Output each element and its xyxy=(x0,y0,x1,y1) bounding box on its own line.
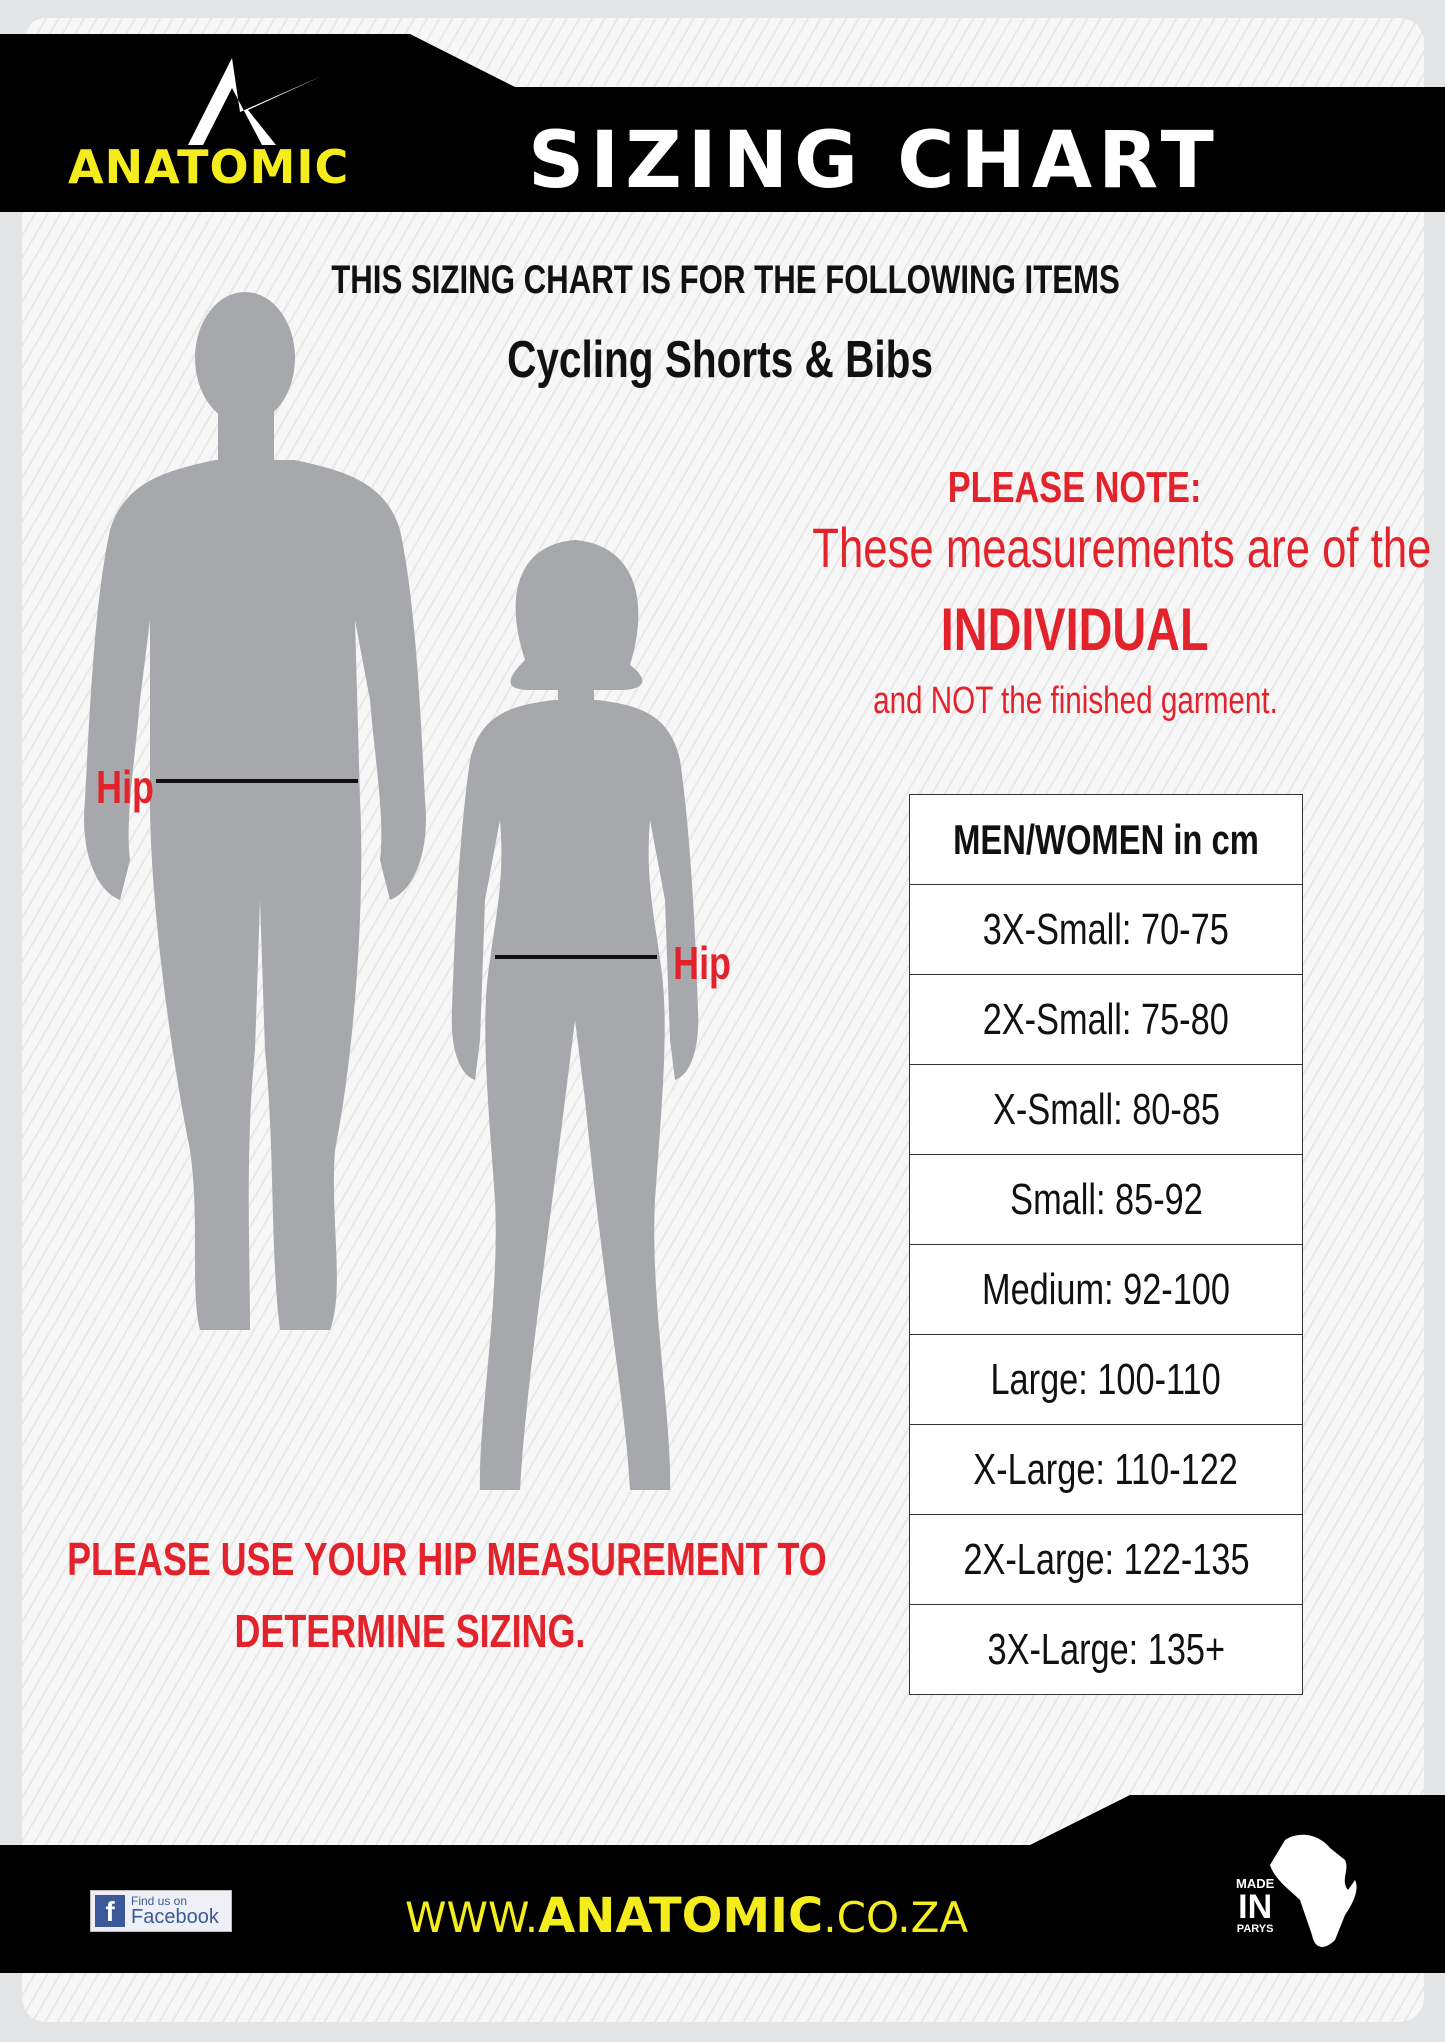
intro-line: THIS SIZING CHART IS FOR THE FOLLOWING I… xyxy=(331,258,1120,302)
facebook-button[interactable]: f Find us on Facebook xyxy=(90,1890,232,1932)
table-row: 3X-Large: 135+ xyxy=(908,1604,1304,1695)
size-cell: 2X-Small: 75-80 xyxy=(982,994,1230,1044)
table-row: 3X-Small: 70-75 xyxy=(908,884,1304,975)
note-line1: These measurements are of the xyxy=(812,516,1432,579)
size-table: MEN/WOMEN in cm 3X-Small: 70-75 2X-Small… xyxy=(908,794,1304,1695)
size-cell: X-Large: 110-122 xyxy=(973,1444,1239,1494)
instruction-line2: DETERMINE SIZING. xyxy=(234,1605,586,1657)
table-header: MEN/WOMEN in cm xyxy=(953,815,1259,863)
size-cell: 3X-Small: 70-75 xyxy=(982,904,1230,954)
africa-icon xyxy=(1270,1834,1357,1947)
note-line2: and NOT the finished garment. xyxy=(872,680,1278,722)
table-row: X-Large: 110-122 xyxy=(908,1424,1304,1515)
url-brand: ANATOMIC xyxy=(538,1888,824,1944)
size-cell: 2X-Large: 122-135 xyxy=(962,1534,1250,1584)
size-cell: Medium: 92-100 xyxy=(982,1264,1231,1314)
table-row: Small: 85-92 xyxy=(908,1154,1304,1245)
table-row: Medium: 92-100 xyxy=(908,1244,1304,1335)
facebook-icon: f xyxy=(95,1895,125,1927)
footer-band xyxy=(0,1795,1445,1973)
women-hip-label: Hip xyxy=(673,937,731,989)
url-suffix: .CO.ZA xyxy=(823,1893,969,1942)
size-cell: Large: 100-110 xyxy=(990,1354,1222,1404)
note-heading: PLEASE NOTE: xyxy=(948,463,1202,512)
woman-silhouette xyxy=(451,540,699,1490)
facebook-big-text: Facebook xyxy=(131,1906,219,1928)
note-emphasis: INDIVIDUAL xyxy=(941,596,1209,663)
page-title: SIZING CHART xyxy=(528,116,1220,206)
badge-mid: IN xyxy=(1238,1888,1273,1926)
made-in-parys-badge: MADE IN PARYS xyxy=(1236,1877,1274,1935)
size-cell: 3X-Large: 135+ xyxy=(987,1624,1225,1674)
website-link[interactable]: WWW.ANATOMIC.CO.ZA xyxy=(405,1888,968,1944)
facebook-small-text: Find us on xyxy=(131,1894,188,1908)
brand-logo: ANATOMIC xyxy=(68,140,350,194)
size-cell: X-Small: 80-85 xyxy=(992,1084,1220,1134)
size-cell: Small: 85-92 xyxy=(1009,1174,1203,1224)
anatomic-logo-mark xyxy=(188,58,322,145)
man-silhouette xyxy=(84,292,426,1330)
table-header-row: MEN/WOMEN in cm xyxy=(908,794,1304,885)
table-row: 2X-Large: 122-135 xyxy=(908,1514,1304,1605)
table-row: Large: 100-110 xyxy=(908,1334,1304,1425)
table-row: 2X-Small: 75-80 xyxy=(908,974,1304,1065)
badge-top: MADE xyxy=(1236,1876,1275,1891)
instruction-line1: PLEASE USE YOUR HIP MEASUREMENT TO xyxy=(67,1533,827,1585)
header-band xyxy=(0,34,1445,212)
men-hip-label: Hip xyxy=(96,761,154,813)
table-row: X-Small: 80-85 xyxy=(908,1064,1304,1155)
items-title: Cycling Shorts & Bibs xyxy=(507,331,933,389)
badge-bottom: PARYS xyxy=(1236,1923,1274,1935)
url-prefix: WWW. xyxy=(405,1893,539,1942)
